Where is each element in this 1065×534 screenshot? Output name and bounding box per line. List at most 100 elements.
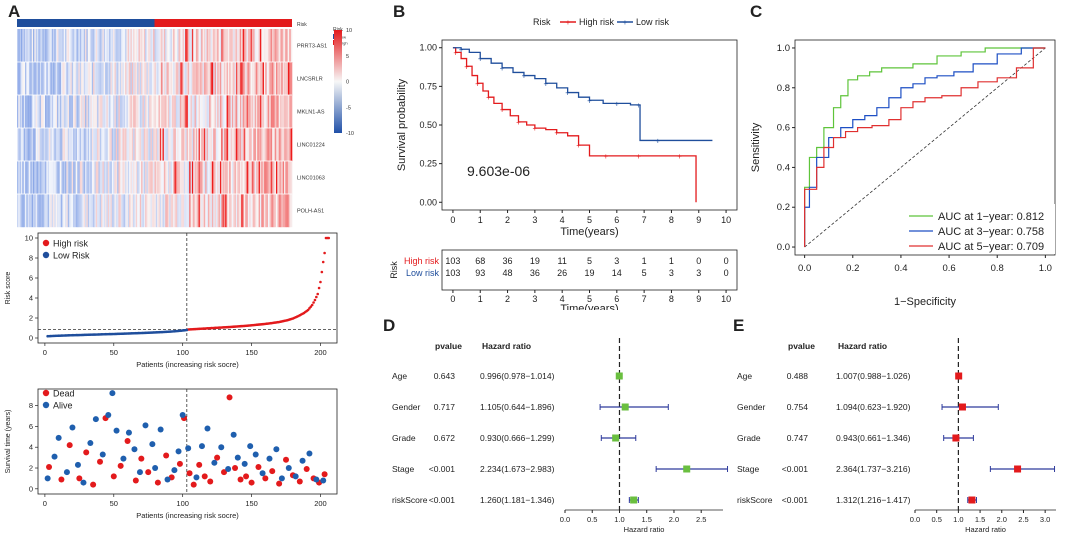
heatmap-cell [285, 194, 287, 228]
heatmap-cell [91, 62, 94, 96]
y-tick-label: 8 [29, 254, 33, 263]
heatmap-cell [169, 95, 171, 129]
heatmap-cell [149, 95, 151, 129]
risk-table-value: 3 [614, 256, 619, 266]
heatmap-cell [103, 95, 106, 129]
heatmap-cell [174, 29, 177, 63]
heatmap-cell [174, 62, 177, 96]
heatmap-cell [111, 95, 114, 129]
heatmap-cell [83, 161, 86, 195]
heatmap-cell [35, 194, 38, 228]
roc-y-axis-label: Sensitivity [750, 122, 762, 172]
heatmap-cell [49, 62, 51, 96]
x-tick-label: 200 [314, 499, 327, 508]
heatmap-cell [73, 161, 75, 195]
heatmap-cell [275, 161, 278, 195]
heatmap-cell [58, 29, 61, 63]
heatmap-cell [99, 29, 102, 63]
forest-x-tick-label: 2.0 [997, 515, 1007, 524]
heatmap-cell [189, 161, 191, 195]
high-risk-point [317, 286, 321, 290]
heatmap-cell [229, 95, 231, 129]
alive-point [278, 475, 285, 482]
legend-marker [42, 401, 50, 409]
heatmap-cell [145, 62, 147, 96]
heatmap-cell [231, 161, 234, 195]
heatmap-cell [214, 29, 217, 63]
heatmap-cell [43, 95, 46, 129]
heatmap-cell [214, 128, 217, 162]
heatmap-cell [122, 95, 125, 129]
heatmap-cell [118, 161, 121, 195]
heatmap-cell [113, 95, 115, 129]
heatmap-cell [59, 161, 62, 195]
heatmap-cell [50, 161, 53, 195]
heatmap-cell [198, 29, 201, 63]
heatmap-cell [174, 194, 177, 228]
heatmap-cell [63, 62, 66, 96]
dead-point [110, 473, 117, 480]
heatmap-cell [171, 194, 174, 228]
dead-point [269, 468, 276, 475]
heatmap-cell [157, 62, 159, 96]
heatmap-cell [70, 29, 73, 63]
forest-hr-box [615, 372, 623, 380]
heatmap-cell [49, 194, 51, 228]
alive-point [157, 426, 164, 433]
heatmap-cell [121, 29, 123, 63]
dead-point [97, 458, 104, 465]
censor-mark: + [516, 118, 521, 127]
km-legend-cross: + [623, 18, 628, 27]
risk-table-value: 5 [642, 268, 647, 278]
heatmap-cell [46, 29, 49, 63]
heatmap-cell [62, 128, 65, 162]
heatmap-cell [107, 161, 110, 195]
dead-point [283, 456, 290, 463]
heatmap-cell [213, 29, 215, 63]
alive-point [164, 476, 171, 483]
heatmap-cell [67, 95, 70, 129]
km-x-tick-label: 6 [614, 215, 619, 225]
heatmap-cell [119, 95, 122, 129]
heatmap-cell [207, 194, 210, 228]
risk-table-value: 0 [724, 268, 729, 278]
heatmap-cell [153, 62, 155, 96]
heatmap-cell [217, 161, 219, 195]
heatmap-cell [90, 161, 93, 195]
heatmap-cell [275, 62, 278, 96]
heatmap-cell [89, 29, 91, 63]
heatmap-cell [194, 29, 197, 63]
heatmap-cell [121, 95, 123, 129]
heatmap-cell [27, 161, 30, 195]
heatmap-cell [266, 62, 269, 96]
heatmap-cell [91, 194, 94, 228]
censor-mark: + [565, 89, 570, 98]
heatmap-cell [69, 29, 71, 63]
forest-x-tick-label: 3.0 [1040, 515, 1050, 524]
heatmap-cell [266, 128, 269, 162]
heatmap-cell [277, 62, 279, 96]
heatmap-cell [54, 128, 57, 162]
alive-point [230, 431, 237, 438]
heatmap-cell [201, 29, 203, 63]
censor-mark: + [554, 129, 559, 138]
heatmap-cell [131, 128, 134, 162]
heatmap-cell [165, 62, 167, 96]
heatmap-cell [198, 161, 201, 195]
heatmap-cell [70, 95, 73, 129]
heatmap-cell [110, 161, 113, 195]
heatmap-cell [154, 194, 157, 228]
heatmap-cell [139, 128, 142, 162]
heatmap-cell [222, 95, 225, 129]
x-tick-label: 200 [314, 348, 327, 357]
heatmap-cell [261, 128, 263, 162]
heatmap-cell [101, 194, 103, 228]
risk-table-value: 36 [530, 268, 540, 278]
heatmap-cell [22, 62, 24, 96]
heatmap-cell [41, 62, 43, 96]
risk-table-x-tick-label: 6 [614, 294, 619, 304]
heatmap-cell [106, 161, 109, 195]
heatmap-cell [287, 194, 290, 228]
heatmap-cell [230, 62, 233, 96]
y-axis-label: Survival time (years) [5, 410, 12, 474]
